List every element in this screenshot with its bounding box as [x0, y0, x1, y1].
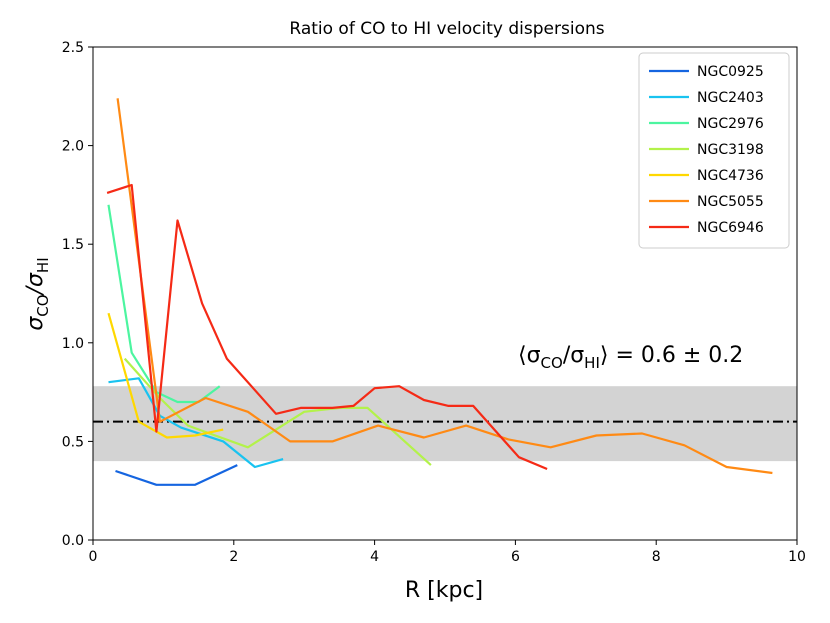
y-axis: 0.0 0.5 1.0 1.5 2.0 2.5	[62, 40, 93, 549]
x-tick-label: 0	[89, 549, 98, 565]
legend-label: NGC6946	[697, 220, 764, 236]
legend-label: NGC4736	[697, 168, 764, 184]
plot-frame	[92, 46, 798, 541]
legend-label: NGC3198	[697, 142, 764, 158]
x-tick-label: 4	[370, 549, 379, 565]
series-line-ngc3198	[123, 357, 432, 466]
series-layer	[106, 98, 773, 486]
mean-annotation: ⟨σCO/σHI⟩ = 0.6 ± 0.2	[518, 343, 743, 372]
y-tick-label: 2.5	[62, 40, 84, 56]
y-tick-label: 1.5	[62, 237, 84, 253]
x-tick-label: 6	[511, 549, 520, 565]
x-tick-label: 2	[229, 549, 238, 565]
series-line-ngc6946	[106, 183, 548, 471]
legend-box	[638, 52, 790, 249]
legend-label: NGC0925	[697, 64, 764, 80]
legend-label: NGC2403	[697, 90, 764, 106]
x-axis-label: R [kpc]	[405, 578, 483, 603]
series-line-ngc4736	[107, 312, 224, 439]
series-line-ngc0925	[115, 464, 238, 486]
y-tick-label: 2.0	[62, 139, 84, 155]
legend-label: NGC2976	[697, 116, 764, 132]
plot-area	[92, 46, 798, 541]
chart-title: Ratio of CO to HI velocity dispersions	[289, 19, 604, 39]
y-tick-label: 0.5	[62, 434, 84, 450]
y-tick-label: 0.0	[62, 533, 84, 549]
x-axis: 0 2 4 6 8 10	[89, 540, 806, 565]
x-tick-label: 10	[788, 549, 806, 565]
series-line-ngc2403	[108, 377, 284, 469]
legend: NGC0925 NGC2403 NGC2976 NGC3198 NGC4736 NGC50…	[638, 52, 790, 249]
legend-label: NGC5055	[697, 194, 764, 210]
series-line-ngc5055	[116, 98, 773, 475]
y-tick-label: 1.0	[62, 336, 84, 352]
x-tick-label: 8	[652, 549, 661, 565]
y-axis-label: σCO/σHI	[23, 257, 52, 330]
